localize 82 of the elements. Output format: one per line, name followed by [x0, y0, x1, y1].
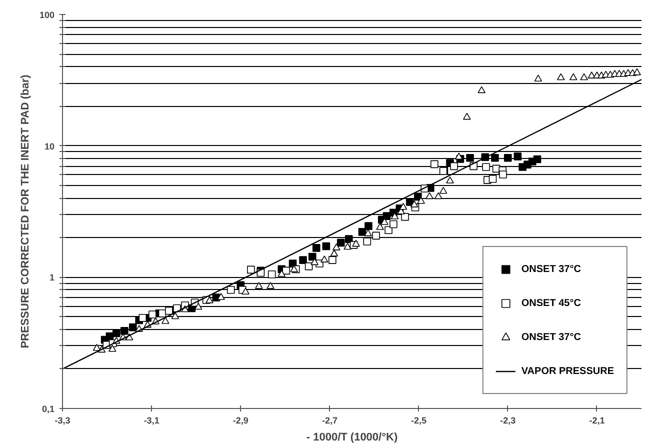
x-tick-label: -3,3 [54, 416, 70, 426]
point [482, 163, 490, 171]
x-tick-label: -2,9 [232, 416, 248, 426]
point [478, 86, 486, 94]
point [255, 282, 263, 289]
point [504, 154, 512, 162]
x-tick-label: -2,7 [322, 416, 338, 426]
point [463, 112, 471, 120]
legend-label: VAPOR PRESSURE [521, 366, 614, 376]
point [268, 270, 276, 278]
point [376, 223, 384, 230]
point [390, 220, 398, 228]
point [171, 312, 180, 320]
point [569, 73, 578, 80]
point [364, 222, 372, 230]
point [158, 309, 166, 318]
point [330, 250, 338, 256]
point [633, 68, 641, 76]
point [242, 288, 250, 294]
point [446, 176, 454, 184]
legend-label: ONSET 37°C [521, 332, 581, 342]
point [450, 162, 458, 170]
point [310, 258, 318, 266]
point [454, 152, 463, 160]
point [92, 344, 101, 351]
point [401, 212, 409, 221]
point [439, 186, 448, 194]
x-tick-label: -2,5 [411, 416, 427, 426]
point [128, 323, 137, 332]
x-axis-title: - 1000/T (1000/°K) [306, 432, 398, 444]
x-tick-label: -2,1 [589, 416, 605, 426]
point [534, 74, 542, 82]
point [332, 243, 340, 250]
point [434, 192, 442, 200]
x-tick-label: -3,1 [144, 416, 160, 426]
point [491, 154, 499, 162]
point [344, 235, 353, 243]
y-tick-label: 0,1 [42, 404, 55, 414]
y-tick-label: 10 [44, 141, 55, 152]
y-tick-label: 1 [49, 272, 55, 283]
point [247, 266, 255, 274]
point [430, 160, 438, 168]
point [266, 282, 274, 289]
point [108, 344, 116, 352]
point [148, 310, 156, 318]
point [120, 326, 128, 335]
point [363, 238, 372, 246]
point [206, 296, 214, 304]
point [138, 314, 147, 322]
point [226, 286, 235, 294]
x-tick-label: -2,3 [500, 416, 516, 426]
legend-label: ONSET 45°C [521, 298, 581, 308]
point [556, 73, 565, 80]
legend-label: ONSET 37°C [521, 264, 581, 274]
point [410, 200, 418, 208]
point [352, 240, 360, 247]
point [466, 154, 474, 162]
point [217, 293, 225, 300]
point [312, 244, 320, 252]
point [499, 170, 507, 178]
point [380, 218, 388, 225]
y-axis-title: PRESSURE CORRECTED FOR THE INERT PAD (bar) [19, 74, 32, 348]
point [390, 212, 399, 220]
point [322, 242, 330, 250]
point [299, 256, 307, 264]
point [488, 175, 497, 183]
point [344, 242, 352, 250]
point [417, 196, 425, 204]
point [372, 232, 380, 240]
point [320, 256, 328, 262]
point [533, 155, 542, 164]
y-tick-label: 100 [39, 10, 55, 20]
point [112, 329, 120, 338]
point [336, 238, 345, 247]
point [580, 73, 588, 80]
point [161, 317, 170, 324]
point [399, 202, 408, 210]
point [514, 152, 522, 160]
point [364, 229, 372, 236]
point [282, 266, 290, 275]
point [308, 252, 316, 261]
point [426, 192, 434, 200]
